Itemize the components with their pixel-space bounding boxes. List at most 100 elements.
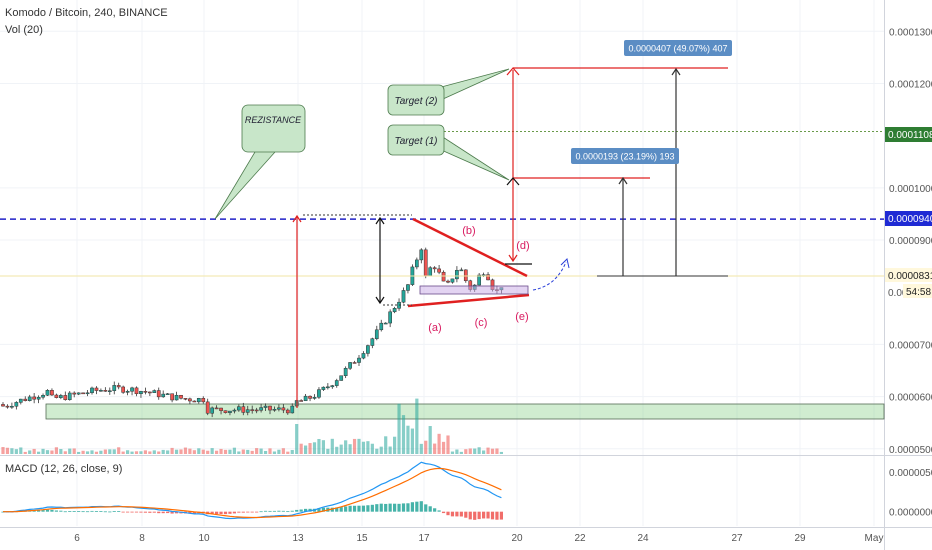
measure-box-2 <box>624 40 732 56</box>
target1-chevron <box>506 177 520 186</box>
candle-body <box>343 368 348 376</box>
macd-indicator-label: MACD (12, 26, close, 9) <box>5 463 123 475</box>
volume-bar <box>68 448 72 454</box>
macd-histogram-bar <box>352 505 357 512</box>
volume-bar <box>90 450 94 454</box>
volume-bar <box>152 450 156 454</box>
macd-histogram-bar <box>446 511 450 516</box>
candle-body <box>228 410 232 413</box>
volume-bar <box>330 438 334 454</box>
macd-histogram-bar <box>117 511 121 512</box>
candle-body <box>85 392 90 395</box>
candle-body <box>192 400 197 403</box>
time-tick-label: 10 <box>198 533 210 544</box>
volume-bar <box>464 449 468 454</box>
macd-histogram-bar <box>232 511 236 514</box>
volume-bar <box>99 450 103 454</box>
macd-histogram-bar <box>304 508 308 512</box>
volume-bar <box>304 445 308 454</box>
time-tick-label: 27 <box>731 533 743 544</box>
volume-bar <box>237 451 241 454</box>
macd-histogram-bar <box>112 511 116 512</box>
volume-bar <box>54 447 58 454</box>
volume-bar <box>370 443 374 454</box>
macd-histogram-bar <box>237 511 241 513</box>
volume-bar <box>59 449 63 454</box>
candle-body <box>259 407 263 411</box>
volume-bar <box>486 447 490 454</box>
volume-bar <box>179 449 183 454</box>
target1-callout <box>387 124 445 156</box>
macd-histogram-bar <box>410 502 414 512</box>
volume-bar <box>312 442 317 454</box>
candle-body <box>419 249 424 261</box>
volume-bar <box>397 403 401 454</box>
candle-body <box>406 284 410 291</box>
macd-histogram-bar <box>317 508 321 512</box>
volume-bar <box>63 451 67 454</box>
macd-histogram-bar <box>50 509 54 512</box>
volume-bar <box>424 440 428 454</box>
volume-bar <box>272 451 277 454</box>
volume-bar <box>375 448 379 454</box>
volume-bar <box>32 448 36 454</box>
candle-body <box>308 395 312 399</box>
candle-body <box>459 269 464 272</box>
volume-bar <box>455 449 459 454</box>
candle-body <box>366 345 370 354</box>
candle-body <box>14 402 19 407</box>
volume-bar <box>352 438 357 454</box>
volume-bar <box>401 415 406 454</box>
rezistance-callout <box>241 104 306 153</box>
candle-body <box>237 406 241 411</box>
candle-body <box>299 400 303 402</box>
measure-label-1: 0.0000193 (23.19%) 193 <box>575 152 674 162</box>
candle-body <box>432 267 437 270</box>
breakout-box <box>419 285 529 295</box>
candle-body <box>241 406 246 413</box>
candle-body <box>486 274 490 281</box>
candle-body <box>392 308 397 313</box>
price-tick-label: 0.0001300 <box>889 27 932 38</box>
macd-histogram-bar <box>495 511 499 520</box>
candle-body <box>352 362 357 364</box>
macd-histogram-bar <box>157 511 161 514</box>
macd-histogram-bar <box>228 511 232 514</box>
macd-histogram-bar <box>464 511 468 518</box>
macd-histogram-bar <box>401 503 406 512</box>
volume-bar <box>130 451 134 454</box>
volume-bar <box>139 451 143 454</box>
candle-body <box>130 387 134 392</box>
candle-body <box>312 396 317 399</box>
macd-histogram-bar <box>166 511 170 514</box>
price-tick-label: 0.0001000 <box>889 184 932 195</box>
volume-bar <box>428 426 432 454</box>
time-tick-label: 8 <box>139 533 145 544</box>
wave-label-a: (a) <box>428 322 441 334</box>
candle-body <box>76 392 81 395</box>
time-tick-label: 24 <box>637 533 649 544</box>
volume-bar <box>393 436 397 454</box>
volume-bar <box>157 451 161 454</box>
triangle-lower-line <box>407 293 530 308</box>
volume-bar <box>23 451 27 454</box>
measure-arrow-2-head <box>671 67 681 76</box>
macd-histogram-bar <box>339 507 343 512</box>
candle-body <box>437 268 441 273</box>
volume-bar <box>170 447 174 454</box>
candle-body <box>41 395 45 398</box>
macd-histogram-bar <box>72 511 76 512</box>
volume-bar <box>1 447 5 454</box>
macd-histogram-bar <box>490 511 495 520</box>
macd-histogram-bar <box>250 511 254 513</box>
volume-bar <box>183 447 188 454</box>
macd-histogram-bar <box>103 511 107 513</box>
volume-bar <box>81 450 85 454</box>
macd-histogram-bar <box>424 504 428 512</box>
candle-body <box>303 395 308 402</box>
macd-histogram-bar <box>459 511 463 517</box>
volume-bar <box>5 447 10 454</box>
candle-body <box>379 322 384 331</box>
volume-bar <box>321 440 325 454</box>
